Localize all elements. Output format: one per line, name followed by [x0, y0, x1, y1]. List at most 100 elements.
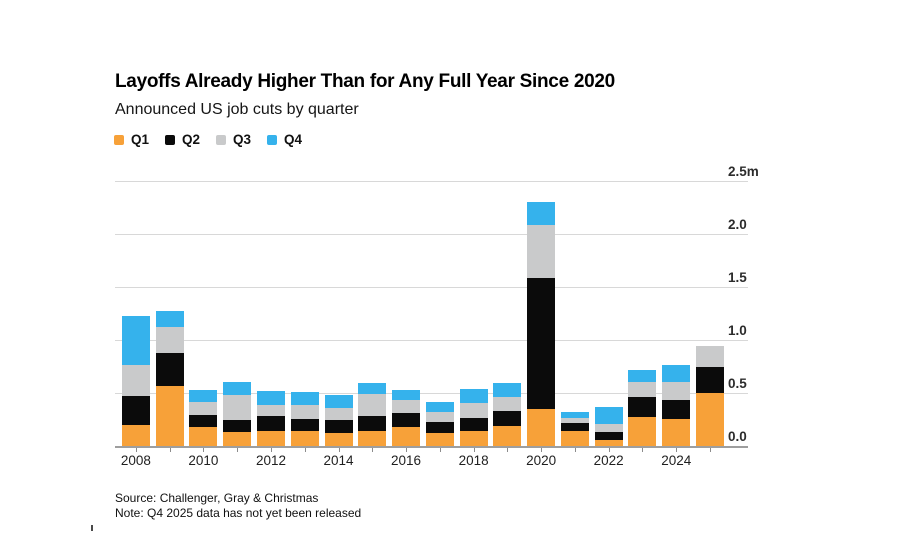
- bar-segment-2025-q2: [695, 367, 724, 394]
- gridline-1.0: [115, 340, 748, 341]
- bar-segment-2018-q1: [459, 431, 488, 446]
- legend-swatch-q1: [114, 134, 124, 145]
- x-tick-2019: [507, 448, 509, 452]
- bar-segment-2024-q4: [662, 365, 691, 382]
- legend-item-q2: Q2: [165, 133, 200, 146]
- bar-segment-2021-q2: [560, 423, 589, 431]
- bar-segment-2015-q1: [358, 431, 387, 446]
- bar-segment-2018-q4: [459, 388, 488, 404]
- bar-segment-2023-q4: [628, 369, 657, 382]
- legend-swatch-q3: [216, 134, 227, 145]
- bar-segment-2018-q2: [459, 418, 488, 432]
- bar-segment-2019-q4: [493, 383, 522, 398]
- x-tick-2011: [237, 448, 239, 452]
- bar-segment-2020-q1: [527, 409, 556, 446]
- bar-segment-2012-q2: [256, 416, 285, 431]
- source-text: Source: Challenger, Gray & Christmas: [115, 491, 319, 505]
- bar-segment-2008-q3: [121, 365, 150, 396]
- bar-segment-2016-q4: [392, 390, 421, 400]
- legend-swatch-q2: [165, 134, 176, 145]
- x-tick-2023: [642, 448, 644, 452]
- bar-segment-2016-q3: [392, 399, 421, 413]
- x-axis-label-2022: 2022: [593, 453, 624, 468]
- x-tick-2015: [372, 448, 374, 452]
- x-axis-label-2018: 2018: [458, 453, 489, 468]
- bar-segment-2008-q2: [121, 395, 150, 425]
- x-tick-2022: [608, 448, 610, 452]
- bar-segment-2012-q1: [256, 430, 285, 446]
- bar-segment-2009-q4: [155, 311, 184, 328]
- bar-segment-2018-q3: [459, 403, 488, 419]
- bar-segment-2020-q4: [527, 201, 556, 226]
- x-tick-2016: [406, 448, 408, 452]
- bar-segment-2020-q3: [527, 225, 556, 278]
- legend-label: Q1: [131, 132, 150, 147]
- x-tick-2020: [541, 448, 543, 452]
- bar-segment-2017-q1: [425, 432, 454, 446]
- x-axis-label-2012: 2012: [255, 453, 286, 468]
- bar-segment-2015-q3: [358, 393, 387, 416]
- bar-segment-2011-q4: [223, 381, 252, 396]
- bar-segment-2013-q2: [290, 418, 319, 431]
- bar-segment-2017-q4: [425, 401, 454, 412]
- x-axis-label-2024: 2024: [661, 453, 692, 468]
- bar-segment-2023-q3: [628, 381, 657, 398]
- bar-segment-2017-q3: [425, 411, 454, 422]
- bar-segment-2019-q1: [493, 425, 522, 446]
- gridline-2.0: [115, 234, 748, 235]
- gridline-1.5: [115, 287, 748, 288]
- bar-segment-2013-q3: [290, 404, 319, 419]
- bar-segment-2009-q3: [155, 327, 184, 353]
- bar-segment-2019-q2: [493, 410, 522, 426]
- y-axis-label-2.0: 2.0: [728, 217, 747, 232]
- x-tick-2017: [439, 448, 441, 452]
- x-tick-2009: [169, 448, 171, 452]
- bar-segment-2011-q2: [223, 419, 252, 433]
- bar-segment-2024-q1: [662, 418, 691, 446]
- chart-legend: Q1 Q2 Q3 Q4: [114, 133, 318, 146]
- bar-segment-2014-q4: [324, 394, 353, 408]
- bar-segment-2019-q3: [493, 397, 522, 411]
- x-tick-2012: [270, 448, 272, 452]
- bar-segment-2014-q2: [324, 419, 353, 434]
- bar-segment-2022-q1: [594, 440, 623, 446]
- bar-segment-2021-q4: [560, 411, 589, 418]
- bar-segment-2009-q2: [155, 352, 184, 387]
- legend-label: Q2: [182, 132, 201, 147]
- bar-segment-2010-q4: [189, 389, 218, 403]
- bar-segment-2013-q1: [290, 430, 319, 446]
- bar-segment-2015-q4: [358, 382, 387, 394]
- bar-segment-2017-q2: [425, 421, 454, 433]
- bar-segment-2024-q2: [662, 399, 691, 419]
- bar-segment-2020-q2: [527, 277, 556, 410]
- bar-segment-2012-q3: [256, 405, 285, 416]
- bar-segment-2021-q1: [560, 430, 589, 446]
- gridline-2.5m: [115, 181, 748, 182]
- x-tick-2013: [304, 448, 306, 452]
- bar-segment-2011-q3: [223, 395, 252, 420]
- bar-segment-2011-q1: [223, 432, 252, 446]
- legend-item-q4: Q4: [267, 133, 302, 146]
- bar-segment-2023-q2: [628, 397, 657, 418]
- bar-segment-2016-q1: [392, 426, 421, 446]
- x-axis-label-2014: 2014: [323, 453, 354, 468]
- bar-segment-2022-q4: [594, 407, 623, 424]
- legend-label: Q4: [284, 132, 303, 147]
- x-tick-2008: [135, 448, 137, 452]
- x-tick-2018: [473, 448, 475, 452]
- bar-segment-2025-q3: [695, 345, 724, 368]
- x-axis-label-2016: 2016: [391, 453, 422, 468]
- bar-segment-2014-q1: [324, 433, 353, 446]
- bar-segment-2023-q1: [628, 417, 657, 446]
- legend-item-q1: Q1: [114, 133, 149, 146]
- x-axis-baseline: [115, 446, 748, 448]
- chart-title: Layoffs Already Higher Than for Any Full…: [115, 71, 615, 92]
- x-tick-2014: [338, 448, 340, 452]
- bar-segment-2010-q1: [189, 426, 218, 446]
- x-tick-2024: [676, 448, 678, 452]
- bar-segment-2024-q3: [662, 381, 691, 400]
- x-tick-2025: [709, 448, 711, 452]
- bar-segment-2008-q4: [121, 316, 150, 366]
